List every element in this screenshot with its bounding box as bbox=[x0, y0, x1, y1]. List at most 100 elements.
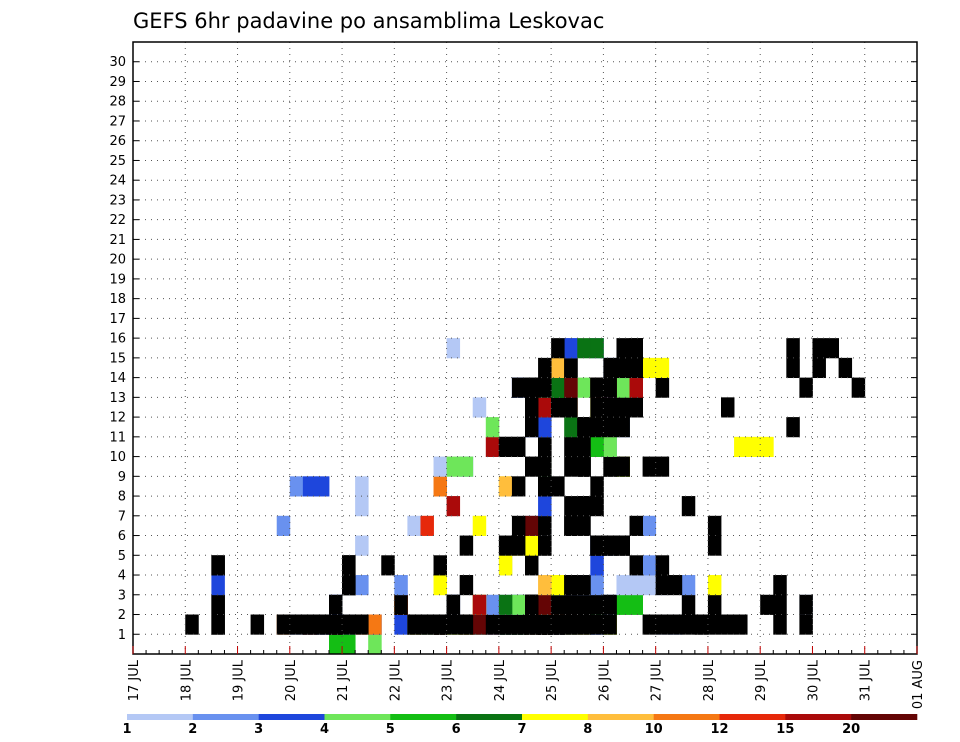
precip-cell bbox=[368, 634, 382, 655]
colorbar-swatch bbox=[785, 714, 852, 720]
y-tick-label: 7 bbox=[118, 509, 126, 524]
precip-cell bbox=[538, 357, 552, 379]
precip-cell bbox=[498, 436, 513, 457]
colorbar-legend: 1 2 3 4 5 6 7 8 10 12 15 20 bbox=[122, 714, 918, 737]
precip-cell bbox=[564, 456, 578, 477]
y-tick-label: 26 bbox=[109, 134, 126, 149]
y-tick-label: 24 bbox=[109, 174, 126, 189]
precip-cell bbox=[668, 614, 683, 635]
precip-cell bbox=[355, 575, 369, 596]
precip-cell bbox=[459, 535, 474, 556]
precip-cell bbox=[368, 614, 382, 635]
precip-cell bbox=[538, 476, 552, 497]
colorbar-label: 7 bbox=[517, 722, 526, 737]
precip-cell bbox=[564, 417, 578, 438]
grid-lines bbox=[133, 42, 917, 654]
precip-cell bbox=[498, 555, 513, 576]
precip-cell bbox=[394, 614, 408, 635]
precip-cell bbox=[459, 456, 474, 477]
y-tick-label: 25 bbox=[109, 154, 126, 169]
precip-cell bbox=[773, 614, 787, 635]
y-tick-label: 16 bbox=[109, 332, 126, 347]
precip-cell bbox=[498, 476, 513, 497]
precip-cell bbox=[538, 594, 552, 615]
y-tick-label: 3 bbox=[118, 588, 126, 603]
colorbar-swatch bbox=[258, 714, 325, 720]
y-tick-label: 11 bbox=[109, 430, 126, 445]
precip-cell bbox=[459, 614, 474, 635]
precip-cell bbox=[812, 338, 826, 359]
precip-cell bbox=[590, 496, 604, 517]
precip-cell bbox=[603, 417, 617, 438]
precip-cell bbox=[551, 594, 565, 615]
precip-cell bbox=[511, 614, 526, 635]
precip-cell bbox=[289, 476, 304, 497]
colorbar-label: 12 bbox=[710, 722, 728, 737]
precip-cell bbox=[629, 594, 643, 615]
precip-cell bbox=[629, 377, 643, 398]
precip-cell bbox=[616, 535, 630, 556]
y-tick-label: 21 bbox=[109, 233, 126, 248]
precip-cell bbox=[420, 614, 434, 635]
y-tick-label: 5 bbox=[118, 549, 126, 564]
x-tick-label: 30 JUL bbox=[806, 659, 821, 701]
precip-cell bbox=[420, 515, 434, 536]
precip-cell bbox=[446, 496, 461, 517]
x-tick-label: 23 JUL bbox=[441, 659, 456, 701]
precip-cell bbox=[302, 476, 317, 497]
x-tick-label: 20 JUL bbox=[284, 659, 299, 701]
precip-cell bbox=[485, 614, 500, 635]
y-tick-label: 6 bbox=[118, 529, 126, 544]
precip-cell bbox=[394, 575, 408, 596]
precip-cell bbox=[355, 476, 369, 497]
colorbar-label: 1 bbox=[122, 722, 131, 737]
precip-cell bbox=[511, 515, 526, 536]
precip-cell bbox=[446, 614, 461, 635]
colorbar-swatch bbox=[192, 714, 259, 720]
colorbar-swatch bbox=[127, 714, 194, 720]
precip-cell bbox=[799, 614, 813, 635]
x-tick-label: 24 JUL bbox=[493, 659, 508, 701]
precip-cell bbox=[329, 614, 343, 635]
precip-cell bbox=[564, 575, 578, 596]
precip-cell bbox=[577, 456, 591, 477]
colorbar-swatch bbox=[522, 714, 589, 720]
precip-cell bbox=[590, 417, 604, 438]
precip-cell bbox=[276, 614, 291, 635]
precip-cell bbox=[485, 594, 500, 615]
precip-cell bbox=[825, 338, 839, 359]
precip-cell bbox=[747, 436, 761, 457]
precip-cell bbox=[446, 594, 461, 615]
precip-cell bbox=[603, 614, 617, 635]
precip-cell bbox=[459, 575, 474, 596]
precip-cell bbox=[538, 515, 552, 536]
y-tick-label: 29 bbox=[109, 75, 126, 90]
precip-cell bbox=[603, 594, 617, 615]
precip-cell bbox=[786, 338, 800, 359]
precip-cell bbox=[564, 515, 578, 536]
precip-cell bbox=[211, 614, 225, 635]
precip-cell bbox=[655, 377, 670, 398]
precip-cell bbox=[577, 614, 591, 635]
precip-cell bbox=[485, 417, 500, 438]
precip-cell bbox=[342, 614, 356, 635]
precip-cell bbox=[302, 614, 317, 635]
precip-cell bbox=[564, 594, 578, 615]
precip-cell bbox=[525, 555, 539, 576]
precip-cell bbox=[629, 357, 643, 379]
colorbar-label: 5 bbox=[386, 722, 395, 737]
precip-cell bbox=[525, 515, 539, 536]
precip-cell bbox=[525, 397, 539, 418]
precip-cell bbox=[525, 594, 539, 615]
precip-cell bbox=[603, 535, 617, 556]
precip-cell bbox=[315, 614, 330, 635]
colorbar-label: 10 bbox=[645, 722, 663, 737]
colorbar-swatch bbox=[390, 714, 457, 720]
precip-cell bbox=[472, 614, 487, 635]
x-tick-label: 26 JUL bbox=[597, 659, 612, 701]
precip-cell bbox=[355, 535, 369, 556]
precip-cell bbox=[838, 357, 853, 379]
colorbar-label: 3 bbox=[254, 722, 263, 737]
precip-cell bbox=[590, 535, 604, 556]
